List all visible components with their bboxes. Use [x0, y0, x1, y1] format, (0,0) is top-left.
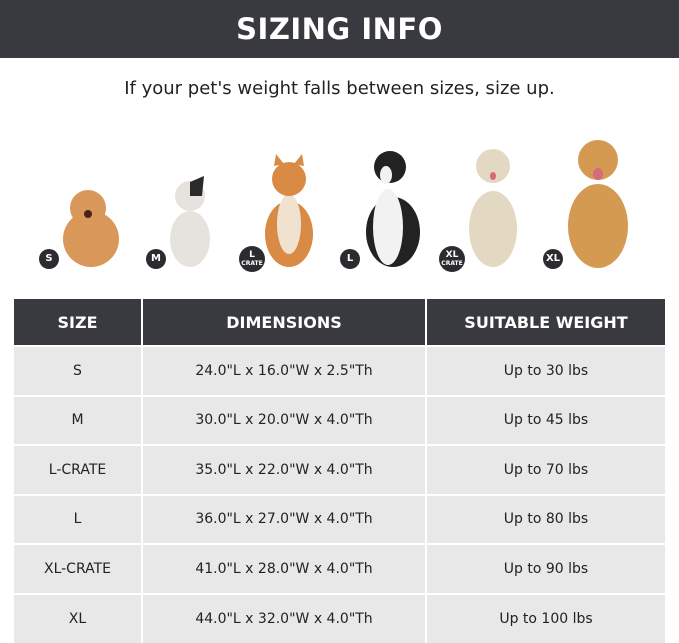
- dog-image-l: [360, 147, 422, 269]
- badge-label: M: [151, 253, 161, 264]
- dog-image-xl: [560, 136, 632, 269]
- badge-sublabel: CRATE: [241, 261, 262, 267]
- dimensions-cell: 36.0"L x 27.0"W x 4.0"Th: [142, 495, 426, 545]
- dimensions-cell: 35.0"L x 22.0"W x 4.0"Th: [142, 445, 426, 495]
- dimensions-cell: 41.0"L x 28.0"W x 4.0"Th: [142, 544, 426, 594]
- size-cell: XL: [14, 594, 142, 643]
- weight-cell: Up to 100 lbs: [426, 594, 665, 643]
- size-cell: M: [14, 396, 142, 446]
- dimensions-cell: 24.0"L x 16.0"W x 2.5"Th: [142, 346, 426, 396]
- badge-label: XL: [546, 253, 560, 264]
- weight-cell: Up to 45 lbs: [426, 396, 665, 446]
- weight-cell: Up to 90 lbs: [426, 544, 665, 594]
- dog-image-xl-crate: [465, 144, 521, 269]
- size-badge-xl: XL: [543, 249, 563, 269]
- size-cell: L: [14, 495, 142, 545]
- size-cell: L-CRATE: [14, 445, 142, 495]
- badge-label: L: [249, 251, 255, 260]
- dimensions-cell: 30.0"L x 20.0"W x 4.0"Th: [142, 396, 426, 446]
- size-badge-m: M: [146, 249, 166, 269]
- dog-image-s: [58, 184, 124, 269]
- header-suitable-weight: SUITABLE WEIGHT: [426, 299, 665, 346]
- size-badge-s: S: [39, 249, 59, 269]
- size-badge-l: L: [340, 249, 360, 269]
- sizing-note: If your pet's weight falls between sizes…: [0, 78, 679, 99]
- dog-image-m: [166, 174, 214, 269]
- weight-cell: Up to 80 lbs: [426, 495, 665, 545]
- table-header-row: SIZE DIMENSIONS SUITABLE WEIGHT: [14, 299, 665, 346]
- dog-image-l-crate: [262, 154, 317, 269]
- badge-label: L: [347, 253, 353, 264]
- page-title: SIZING INFO: [0, 0, 679, 58]
- header-dimensions: DIMENSIONS: [142, 299, 426, 346]
- header-size: SIZE: [14, 299, 142, 346]
- weight-cell: Up to 70 lbs: [426, 445, 665, 495]
- size-cell: XL-CRATE: [14, 544, 142, 594]
- badge-label: XL: [446, 251, 459, 260]
- badge-sublabel: CRATE: [441, 261, 462, 267]
- dimensions-cell: 44.0"L x 32.0"W x 4.0"Th: [142, 594, 426, 643]
- badge-label: S: [45, 253, 52, 264]
- weight-cell: Up to 30 lbs: [426, 346, 665, 396]
- size-cell: S: [14, 346, 142, 396]
